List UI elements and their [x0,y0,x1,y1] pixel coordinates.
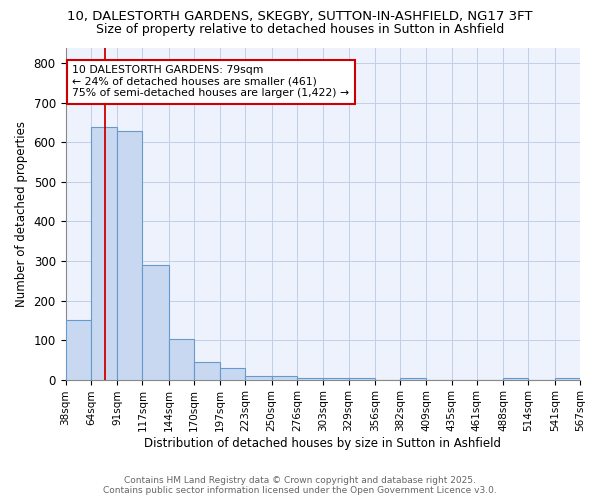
Text: Contains HM Land Registry data © Crown copyright and database right 2025.
Contai: Contains HM Land Registry data © Crown c… [103,476,497,495]
Text: Size of property relative to detached houses in Sutton in Ashfield: Size of property relative to detached ho… [96,22,504,36]
Bar [503,378,529,380]
Bar [91,126,117,380]
Text: 10, DALESTORTH GARDENS, SKEGBY, SUTTON-IN-ASHFIELD, NG17 3FT: 10, DALESTORTH GARDENS, SKEGBY, SUTTON-I… [67,10,533,23]
Bar [349,378,375,380]
Bar [117,130,142,380]
Bar [169,340,194,380]
Bar [297,378,323,380]
Bar [555,378,580,380]
Bar [245,376,272,380]
Bar [400,378,427,380]
Bar [65,320,91,380]
X-axis label: Distribution of detached houses by size in Sutton in Ashfield: Distribution of detached houses by size … [144,437,501,450]
Bar [142,265,169,380]
Bar [194,362,220,380]
Y-axis label: Number of detached properties: Number of detached properties [15,120,28,306]
Text: 10 DALESTORTH GARDENS: 79sqm
← 24% of detached houses are smaller (461)
75% of s: 10 DALESTORTH GARDENS: 79sqm ← 24% of de… [73,66,349,98]
Bar [272,376,297,380]
Bar [220,368,245,380]
Bar [323,378,349,380]
